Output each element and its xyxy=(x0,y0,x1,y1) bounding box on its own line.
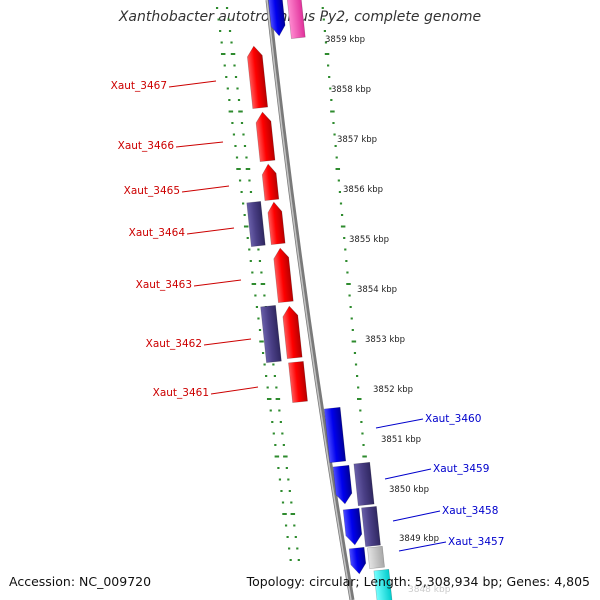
gene-label-forward[interactable]: Xaut_3458 xyxy=(442,505,498,517)
gene-feature-purple-4[interactable] xyxy=(361,505,381,548)
gene-arrow-partial-top[interactable] xyxy=(267,0,286,37)
genome-backbone-highlight xyxy=(266,0,352,600)
ruler-label: 3858 kbp xyxy=(331,85,371,95)
callout-line xyxy=(193,279,242,287)
gene-features xyxy=(246,0,393,600)
gene-label-reverse[interactable]: Xaut_3464 xyxy=(129,227,186,239)
gene-feature-purple-1[interactable] xyxy=(246,201,266,247)
gene-callouts: Xaut_3467 Xaut_3466 Xaut_3465 Xaut_3464 Xaut… xyxy=(111,80,504,552)
gene-label-reverse[interactable]: Xaut_3461 xyxy=(153,387,209,399)
ruler-label: 3857 kbp xyxy=(337,135,377,145)
gene-feature-cyan[interactable] xyxy=(373,568,393,600)
ruler-label: 3852 kbp xyxy=(373,385,413,395)
ruler-label: 3854 kbp xyxy=(357,285,397,295)
ruler-label: 3851 kbp xyxy=(381,435,421,445)
gene-label-forward[interactable]: Xaut_3457 xyxy=(448,536,504,548)
callout-line xyxy=(392,510,441,522)
gene-feature-grey[interactable] xyxy=(367,545,385,570)
ruler-label: 3859 kbp xyxy=(325,35,365,45)
gene-label-reverse[interactable]: Xaut_3462 xyxy=(146,338,202,350)
gene-arrow-partial-top-pink[interactable] xyxy=(286,0,306,39)
gene-feature-purple-2[interactable] xyxy=(260,305,282,363)
callout-line xyxy=(384,468,432,480)
callout-line xyxy=(168,80,217,88)
gene-label-reverse[interactable]: Xaut_3466 xyxy=(118,140,175,152)
callout-line xyxy=(181,185,230,193)
callout-line xyxy=(186,227,235,235)
gene-arrow-xaut-3458[interactable] xyxy=(342,507,363,546)
gene-label-reverse[interactable]: Xaut_3465 xyxy=(124,185,180,197)
gene-arrow-xaut-3467[interactable] xyxy=(246,45,269,109)
callout-line xyxy=(398,541,447,552)
ruler-label: 3856 kbp xyxy=(343,185,383,195)
gene-label-forward[interactable]: Xaut_3460 xyxy=(425,413,481,425)
ruler-labels: 3859 kbp 3858 kbp 3857 kbp 3856 kbp 3855 kbp… xyxy=(325,35,439,544)
gene-arrow-xaut-3460[interactable] xyxy=(323,406,347,464)
ruler-label: 3855 kbp xyxy=(349,235,389,245)
faint-ruler-label: 3848 kbp xyxy=(408,585,451,595)
gene-feature-purple-3[interactable] xyxy=(353,461,375,507)
ruler-label: 3850 kbp xyxy=(389,485,429,495)
genome-info-label: Topology: circular; Length: 5,308,934 bp… xyxy=(246,574,590,589)
callout-line xyxy=(203,338,252,346)
accession-label: Accession: NC_009720 xyxy=(9,574,152,589)
gene-arrow-xaut-3461[interactable] xyxy=(288,360,308,404)
callout-line xyxy=(210,386,259,395)
ruler-label: 3853 kbp xyxy=(365,335,405,345)
gene-arrow-xaut-3464[interactable] xyxy=(267,201,286,245)
genome-backbone xyxy=(265,0,355,600)
gene-label-reverse[interactable]: Xaut_3467 xyxy=(111,80,167,92)
callout-line xyxy=(375,418,424,429)
gene-label-forward[interactable]: Xaut_3459 xyxy=(433,463,489,475)
gene-arrow-xaut-3459[interactable] xyxy=(332,464,353,505)
gene-arrow-xaut-3462[interactable] xyxy=(282,305,303,359)
ruler-label: 3849 kbp xyxy=(399,534,439,544)
gene-arrow-xaut-3463[interactable] xyxy=(273,247,294,303)
gene-arrow-xaut-3457[interactable] xyxy=(348,546,367,575)
gene-arrow-xaut-3466[interactable] xyxy=(255,111,276,162)
gene-label-reverse[interactable]: Xaut_3463 xyxy=(136,279,192,291)
callout-line xyxy=(175,141,224,148)
gene-arrow-xaut-3465[interactable] xyxy=(261,163,280,201)
